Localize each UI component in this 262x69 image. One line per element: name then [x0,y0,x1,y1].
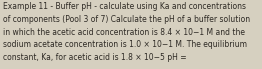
Text: constant, Ka, for acetic acid is 1.8 × 10−5 pH =: constant, Ka, for acetic acid is 1.8 × 1… [3,53,186,62]
Text: Example 11 - Buffer pH - calculate using Ka and concentrations: Example 11 - Buffer pH - calculate using… [3,2,245,11]
Text: of components (Pool 3 of 7) Calculate the pH of a buffer solution: of components (Pool 3 of 7) Calculate th… [3,15,250,24]
Text: sodium acetate concentration is 1.0 × 10−1 M. The equilibrium: sodium acetate concentration is 1.0 × 10… [3,40,247,49]
Text: in which the acetic acid concentration is 8.4 × 10−1 M and the: in which the acetic acid concentration i… [3,28,245,37]
